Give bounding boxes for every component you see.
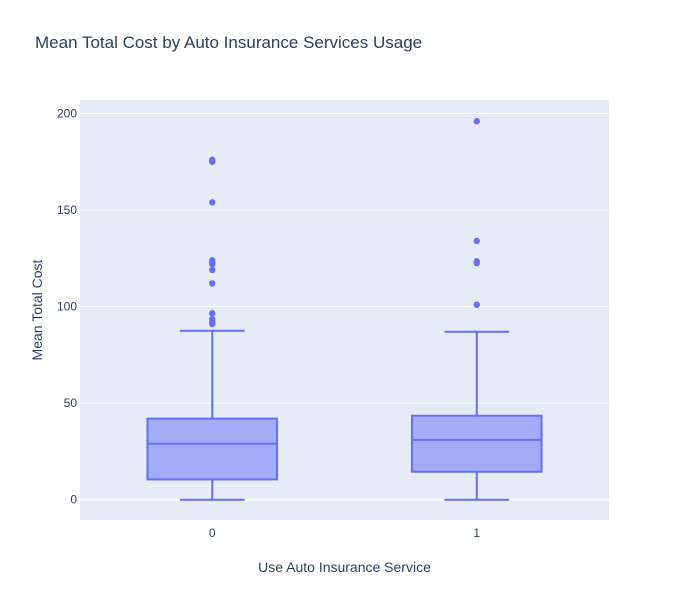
outlier-point	[209, 280, 216, 287]
outlier-point	[473, 237, 480, 245]
outlier-point	[209, 310, 216, 317]
outlier-point	[473, 118, 480, 125]
chart-title: Mean Total Cost by Auto Insurance Servic…	[35, 33, 423, 52]
y-tick-label-200: 200	[57, 107, 77, 121]
x-tick-label-0: 0	[209, 526, 216, 540]
outlier-point	[209, 266, 216, 274]
box-0	[146, 156, 279, 501]
outlier-point	[473, 301, 480, 308]
boxes-layer	[146, 118, 543, 501]
outlier-point	[209, 156, 216, 164]
iqr-box	[146, 417, 279, 481]
x-tick-label-1: 1	[473, 526, 480, 540]
y-tick-label-0: 0	[70, 493, 77, 507]
x-axis-title: Use Auto Insurance Service	[258, 559, 431, 575]
y-axis-title: Mean Total Cost	[29, 259, 45, 360]
y-tick-labels: 0 50 100 150 200	[57, 107, 77, 507]
y-grid-lines	[80, 113, 609, 501]
y-tick-label-150: 150	[57, 203, 77, 217]
outlier-point	[209, 199, 216, 206]
y-tick-label-100: 100	[57, 300, 77, 314]
iqr-box	[410, 414, 543, 473]
box-1	[410, 118, 543, 501]
outlier-point	[209, 257, 216, 264]
outlier-point	[209, 315, 216, 323]
outlier-point	[473, 258, 480, 265]
y-tick-label-50: 50	[64, 396, 78, 410]
